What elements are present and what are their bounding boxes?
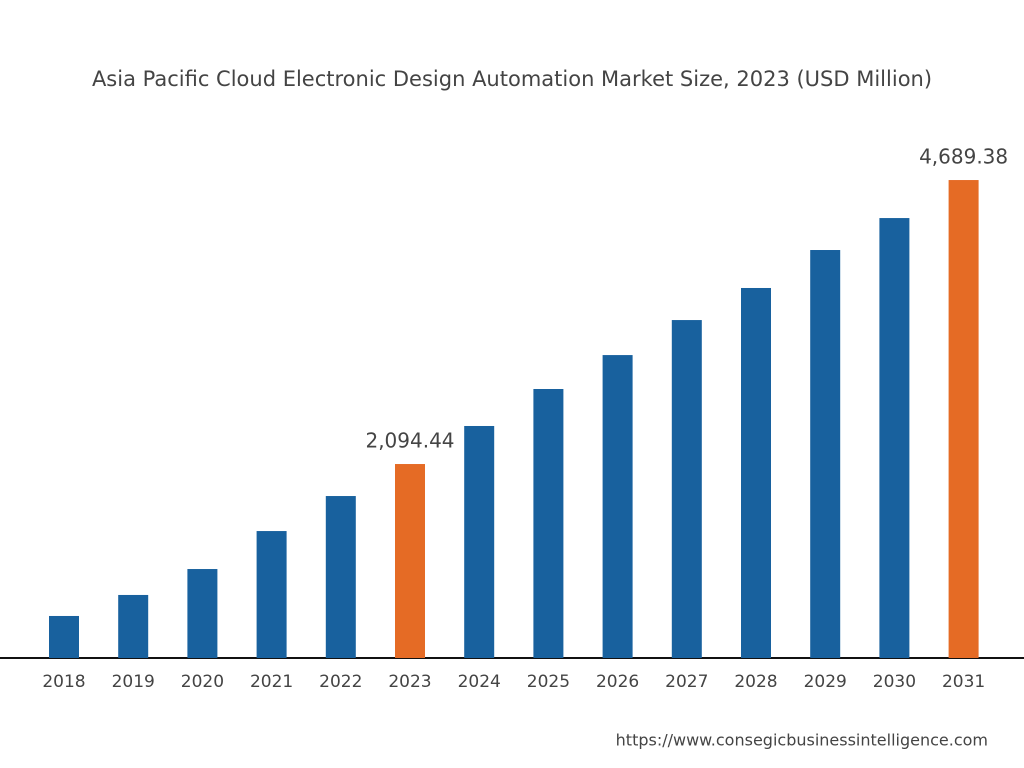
bar — [810, 250, 841, 659]
x-tick-label: 2028 — [734, 672, 777, 692]
bar — [325, 496, 356, 658]
x-tick-label: 2027 — [665, 672, 708, 692]
bar — [879, 218, 910, 659]
x-tick-label: 2023 — [388, 672, 431, 692]
x-tick-label: 2026 — [596, 672, 639, 692]
x-tick-label: 2030 — [873, 672, 916, 692]
value-label: 4,689.38 — [919, 145, 1008, 169]
x-tick-label: 2018 — [42, 672, 85, 692]
bar — [395, 464, 425, 658]
x-tick-label: 2031 — [942, 672, 985, 692]
bar — [118, 594, 149, 658]
source-url: https://www.consegicbusinessintelligence… — [616, 731, 988, 750]
bar — [464, 425, 495, 658]
bar — [187, 569, 218, 658]
chart-title: Asia Pacific Cloud Electronic Design Aut… — [92, 67, 932, 91]
x-tick-label: 2021 — [250, 672, 293, 692]
x-tick-label: 2029 — [804, 672, 847, 692]
x-tick-label: 2024 — [458, 672, 501, 692]
x-tick-label: 2022 — [319, 672, 362, 692]
bar — [533, 389, 564, 658]
value-label: 2,094.44 — [365, 429, 454, 453]
bar — [256, 531, 287, 658]
bar — [602, 355, 633, 658]
bar — [671, 320, 702, 658]
x-tick-label: 2020 — [181, 672, 224, 692]
x-tick-label: 2025 — [527, 672, 570, 692]
bar — [948, 180, 979, 658]
bar — [741, 287, 771, 658]
bar — [49, 615, 79, 658]
x-tick-label: 2019 — [112, 672, 155, 692]
